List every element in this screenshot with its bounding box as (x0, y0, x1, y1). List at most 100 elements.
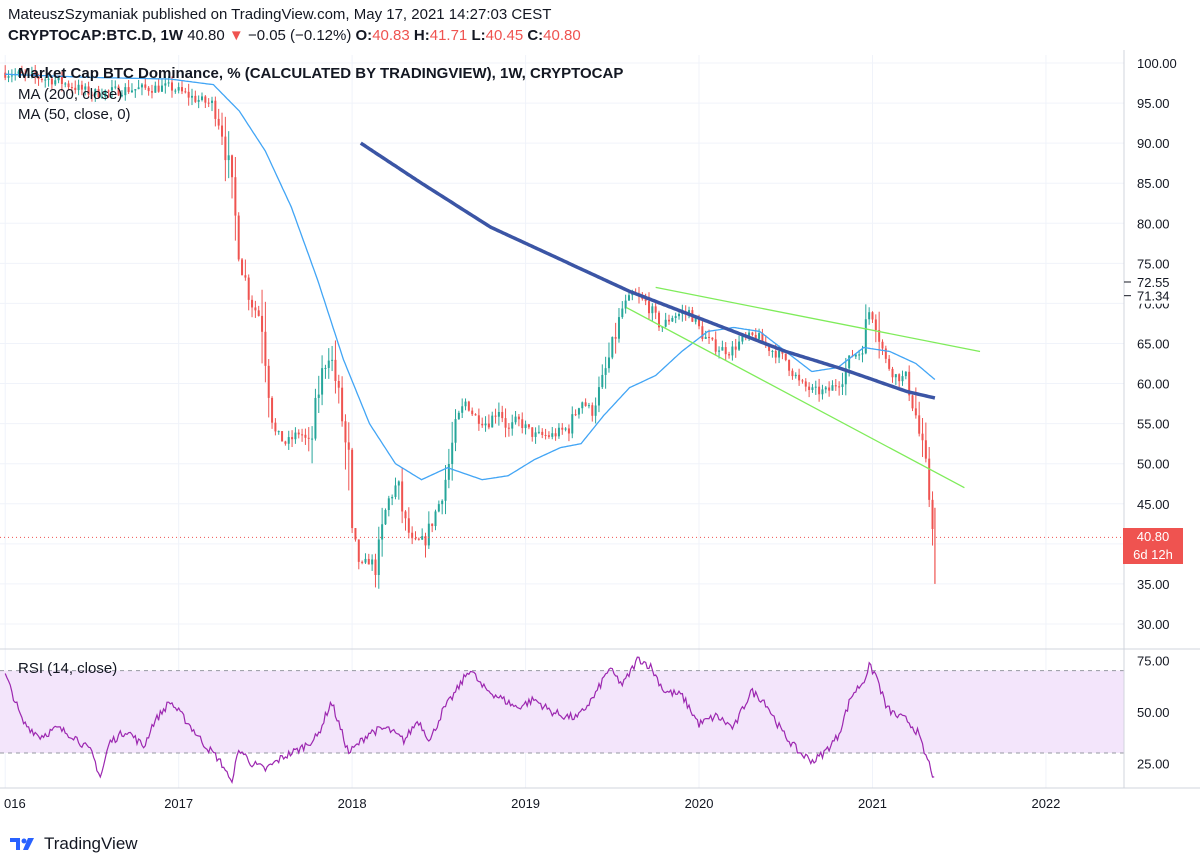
candle-body (678, 314, 681, 317)
y-tick-label: 80.00 (1137, 216, 1170, 231)
x-tick-label: 2022 (1031, 796, 1060, 811)
candle-body (341, 387, 344, 422)
candle-body (781, 350, 784, 354)
footer-brand[interactable]: TradingView (8, 834, 138, 854)
y-tick-label: 65.00 (1137, 336, 1170, 351)
candle-body (291, 437, 294, 440)
candle-body (157, 85, 160, 92)
candle-body (54, 80, 57, 85)
candle-body (351, 449, 354, 529)
candle-body (474, 414, 477, 416)
candle-body (504, 418, 507, 428)
candle-body (888, 358, 891, 369)
series-legend-title[interactable]: Market Cap BTC Dominance, % (CALCULATED … (18, 65, 624, 82)
candle-body (140, 84, 143, 88)
high-label: H: (413, 27, 430, 44)
candle-body (617, 317, 620, 339)
candle-body (861, 353, 864, 355)
candle-body (714, 339, 717, 352)
rsi-legend[interactable]: RSI (14, close) (18, 660, 118, 677)
candle-body (234, 177, 237, 216)
ma200-line (359, 141, 936, 400)
candle-body (307, 437, 310, 439)
candle-body (627, 295, 630, 301)
candle-body (237, 215, 240, 260)
candle-body (211, 100, 214, 103)
candle-body (521, 419, 524, 429)
candle-body (147, 87, 150, 92)
candle-body (80, 84, 83, 90)
candle-body (788, 359, 791, 371)
candle-body (551, 433, 554, 437)
candle-body (754, 334, 757, 339)
candle-body (527, 424, 530, 428)
candle-body (864, 319, 867, 354)
candle-body (531, 427, 534, 437)
x-tick-label: 2018 (338, 796, 367, 811)
candle-body (811, 387, 814, 390)
candle-body (801, 380, 804, 382)
candle-body (144, 84, 147, 88)
candle-body (671, 317, 674, 322)
candle-body (844, 368, 847, 385)
candle-body (904, 371, 907, 377)
x-tick-label: 016 (4, 796, 26, 811)
y-tick-label: 75.00 (1137, 256, 1170, 271)
candle-body (484, 423, 487, 426)
rsi-tick-label: 25.00 (1137, 756, 1170, 771)
candle-body (407, 518, 410, 533)
candle-body (387, 498, 390, 511)
last-price-text: 40.80 (187, 27, 225, 44)
trendline[interactable] (655, 286, 981, 353)
candle-body (127, 87, 130, 93)
candle-body (134, 89, 137, 91)
trendline[interactable] (625, 306, 965, 489)
candle-body (301, 434, 304, 436)
candle-body (784, 353, 787, 360)
down-arrow-icon: ▼ (228, 27, 244, 44)
candle-body (924, 440, 927, 459)
candle-body (317, 394, 320, 398)
candle-body (20, 71, 23, 74)
candle-body (231, 155, 234, 178)
candle-body (114, 86, 117, 88)
candle-body (871, 312, 874, 320)
candle-body (541, 431, 544, 435)
candle-body (834, 385, 837, 387)
high-value: 41.71 (429, 27, 468, 44)
candle-body (37, 76, 40, 80)
candle-body (47, 78, 50, 80)
candle-body (217, 118, 220, 126)
candle-body (241, 259, 244, 276)
candle-body (154, 85, 157, 93)
candle-body (90, 94, 93, 96)
publish-info: MateuszSzymaniak published on TradingVie… (8, 6, 551, 23)
candle-body (167, 82, 170, 84)
candle-body (357, 539, 360, 562)
ma200-legend[interactable]: MA (200, close) (18, 86, 123, 103)
candle-body (868, 312, 871, 320)
candle-body (371, 559, 374, 565)
candle-body (421, 536, 424, 540)
ma50-legend[interactable]: MA (50, close, 0) (18, 106, 131, 123)
candle-body (191, 95, 194, 98)
candle-body (711, 337, 714, 340)
candle-body (477, 415, 480, 424)
symbol-label[interactable]: CRYPTOCAP:BTC.D, 1W (8, 27, 184, 44)
level-label: 71.34 (1137, 289, 1170, 304)
candle-body (828, 387, 831, 391)
y-tick-label: 55.00 (1137, 417, 1170, 432)
y-tick-label: 35.00 (1137, 577, 1170, 592)
candle-body (574, 414, 577, 416)
candle-body (120, 95, 123, 97)
candle-body (748, 332, 751, 337)
candle-body (894, 374, 897, 378)
candle-body (567, 428, 570, 434)
candle-body (731, 346, 734, 356)
candle-body (761, 333, 764, 342)
y-tick-label: 30.00 (1137, 617, 1170, 632)
candle-body (491, 415, 494, 428)
brand-name: TradingView (44, 834, 138, 853)
candle-body (17, 71, 20, 74)
